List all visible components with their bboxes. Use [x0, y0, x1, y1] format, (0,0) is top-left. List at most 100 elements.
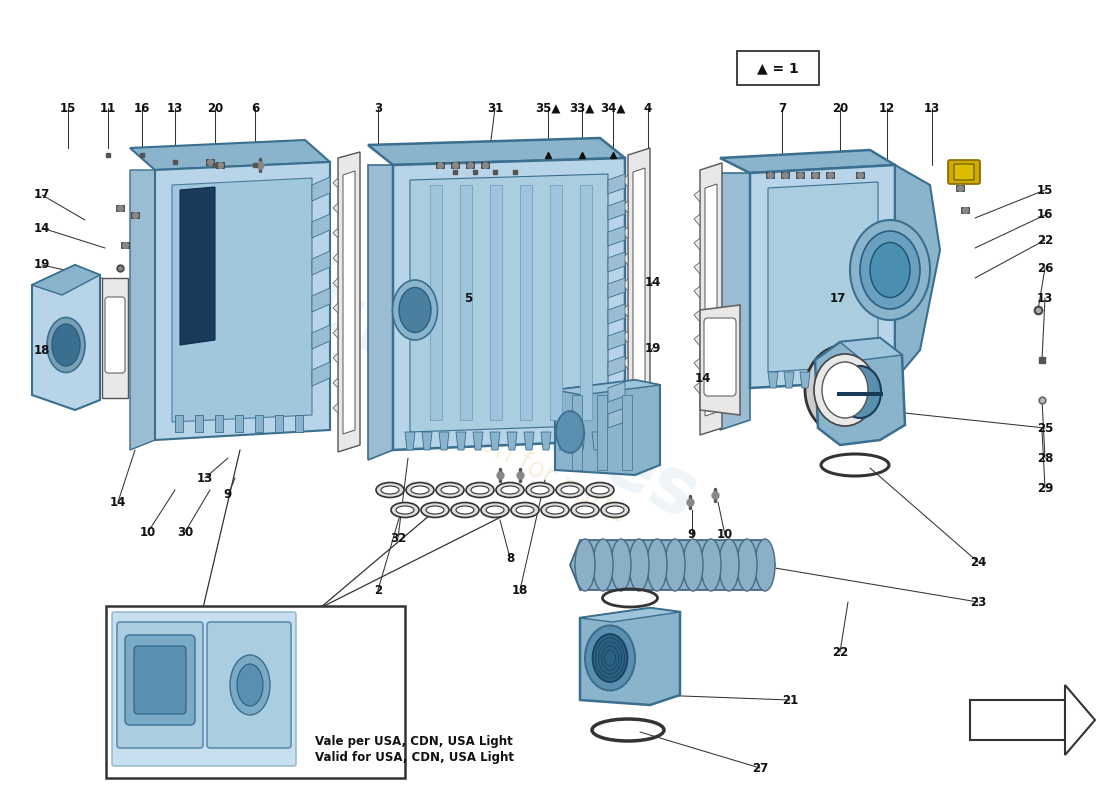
Ellipse shape: [376, 482, 404, 498]
Polygon shape: [811, 172, 819, 178]
Ellipse shape: [500, 486, 519, 494]
Polygon shape: [694, 238, 700, 250]
Text: 10: 10: [717, 529, 733, 542]
Text: 19: 19: [34, 258, 51, 271]
Polygon shape: [796, 172, 804, 178]
Text: 20: 20: [832, 102, 848, 114]
Text: 28: 28: [1037, 451, 1053, 465]
Polygon shape: [481, 162, 490, 168]
Polygon shape: [312, 362, 330, 386]
Polygon shape: [608, 356, 625, 376]
Text: 17: 17: [829, 291, 846, 305]
Polygon shape: [507, 432, 517, 450]
Text: ▲ = 1: ▲ = 1: [757, 61, 799, 75]
Polygon shape: [333, 228, 338, 238]
Polygon shape: [312, 214, 330, 238]
Text: 9: 9: [224, 489, 232, 502]
Polygon shape: [694, 334, 700, 346]
Text: 16: 16: [134, 102, 151, 114]
Polygon shape: [694, 262, 700, 274]
Polygon shape: [410, 174, 608, 432]
Ellipse shape: [585, 626, 635, 690]
Polygon shape: [333, 403, 338, 413]
Polygon shape: [621, 227, 628, 239]
Polygon shape: [102, 278, 128, 398]
Ellipse shape: [719, 539, 739, 591]
Polygon shape: [895, 165, 940, 380]
Polygon shape: [580, 185, 592, 420]
Text: 18: 18: [34, 343, 51, 357]
Polygon shape: [621, 201, 628, 213]
Text: 11: 11: [100, 102, 117, 114]
Polygon shape: [694, 310, 700, 322]
Polygon shape: [816, 372, 826, 388]
Text: 3: 3: [374, 102, 382, 114]
Polygon shape: [720, 150, 895, 173]
Polygon shape: [570, 540, 776, 590]
Polygon shape: [439, 432, 449, 450]
Text: 22: 22: [832, 646, 848, 658]
Polygon shape: [430, 185, 442, 420]
Polygon shape: [32, 265, 100, 295]
Polygon shape: [621, 279, 628, 291]
Ellipse shape: [516, 506, 534, 514]
Polygon shape: [121, 242, 129, 248]
Polygon shape: [172, 178, 312, 422]
Ellipse shape: [441, 486, 459, 494]
Text: 20: 20: [207, 102, 223, 114]
Polygon shape: [451, 162, 459, 168]
Polygon shape: [333, 278, 338, 288]
FancyBboxPatch shape: [106, 606, 405, 778]
Ellipse shape: [839, 366, 881, 418]
Ellipse shape: [593, 539, 613, 591]
Polygon shape: [621, 395, 632, 470]
Ellipse shape: [591, 486, 609, 494]
Ellipse shape: [47, 318, 85, 373]
Polygon shape: [621, 253, 628, 265]
Polygon shape: [608, 304, 625, 324]
Ellipse shape: [421, 502, 449, 518]
Polygon shape: [864, 372, 874, 388]
Text: 14: 14: [645, 275, 661, 289]
Ellipse shape: [396, 506, 414, 514]
Text: 23: 23: [970, 595, 986, 609]
Ellipse shape: [805, 345, 886, 435]
Polygon shape: [490, 185, 502, 420]
Polygon shape: [694, 214, 700, 226]
Ellipse shape: [576, 506, 594, 514]
Text: 25: 25: [1037, 422, 1053, 434]
Ellipse shape: [556, 482, 584, 498]
FancyBboxPatch shape: [117, 622, 204, 748]
Polygon shape: [338, 152, 360, 452]
Polygon shape: [393, 158, 625, 450]
Text: a passion for parts: a passion for parts: [389, 382, 631, 528]
FancyBboxPatch shape: [134, 646, 186, 714]
Polygon shape: [556, 380, 660, 475]
Ellipse shape: [406, 482, 434, 498]
Polygon shape: [312, 288, 330, 312]
Polygon shape: [520, 185, 532, 420]
Polygon shape: [216, 162, 224, 168]
Text: 18: 18: [512, 583, 528, 597]
Ellipse shape: [737, 539, 757, 591]
Polygon shape: [856, 172, 864, 178]
Polygon shape: [608, 382, 625, 402]
Polygon shape: [214, 415, 223, 432]
Polygon shape: [750, 165, 895, 388]
Polygon shape: [558, 432, 568, 450]
Polygon shape: [608, 200, 625, 220]
Polygon shape: [541, 432, 551, 450]
Ellipse shape: [436, 482, 464, 498]
Text: 14: 14: [34, 222, 51, 234]
Polygon shape: [768, 372, 778, 388]
Text: 27: 27: [752, 762, 768, 774]
Polygon shape: [781, 172, 789, 178]
Polygon shape: [130, 140, 330, 170]
Polygon shape: [333, 378, 338, 388]
Ellipse shape: [822, 362, 868, 418]
Polygon shape: [466, 162, 474, 168]
Polygon shape: [956, 185, 964, 191]
Ellipse shape: [683, 539, 703, 591]
Polygon shape: [550, 185, 562, 420]
Ellipse shape: [666, 539, 685, 591]
